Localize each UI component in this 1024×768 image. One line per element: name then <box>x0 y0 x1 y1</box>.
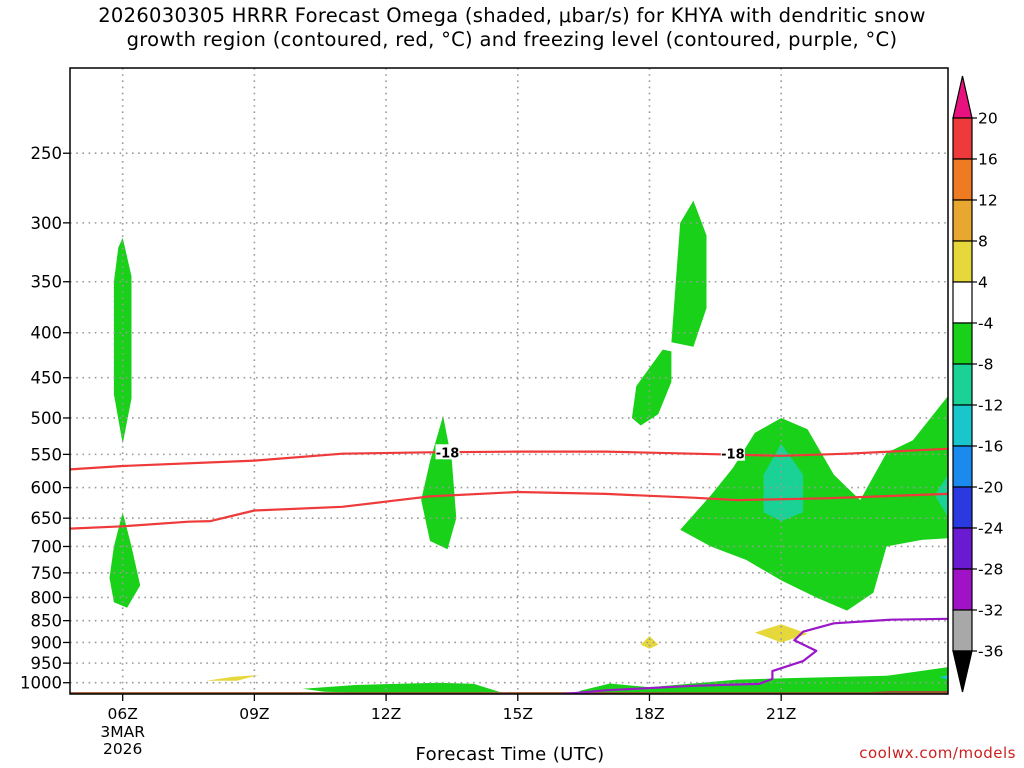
x-tick-label-06Z: 06Z <box>108 705 138 723</box>
x-axis-title: Forecast Time (UTC) <box>415 744 605 765</box>
colorbar-top-arrow <box>952 75 973 119</box>
shaded-region-13 <box>939 675 948 680</box>
colorbar-bin-12 <box>952 609 973 652</box>
shaded-region-5 <box>631 349 672 426</box>
x-tick-label-15Z: 15Z <box>503 705 533 723</box>
colorbar-label-9: -20 <box>978 479 1003 497</box>
colorbar-bin-3 <box>952 240 973 283</box>
colorbar-bin-10 <box>952 527 973 570</box>
colorbar-bin-7 <box>952 404 973 447</box>
y-tick-label-300: 300 <box>31 214 63 233</box>
shaded-region-8 <box>680 396 948 611</box>
contour-label-1: -18 <box>721 448 745 463</box>
contour-label-0: -18 <box>436 446 460 461</box>
y-tick-label-250: 250 <box>31 144 63 163</box>
contour-line-1 <box>70 490 948 530</box>
colorbar-label-6: -8 <box>978 356 993 374</box>
colorbar-label-5: -4 <box>978 315 993 333</box>
colorbar-bin-8 <box>952 445 973 488</box>
colorbar-label-4: 4 <box>978 274 988 292</box>
colorbar-label-11: -28 <box>978 561 1003 579</box>
shaded-region-2 <box>206 675 259 681</box>
x-tick-label-12Z: 12Z <box>371 705 401 723</box>
y-tick-label-800: 800 <box>31 588 63 607</box>
contour-line-2 <box>551 617 948 694</box>
colorbar-label-7: -12 <box>978 397 1003 415</box>
colorbar-label-12: -32 <box>978 602 1003 620</box>
shaded-region-9 <box>763 443 804 522</box>
y-tick-label-1000: 1000 <box>20 674 62 693</box>
y-tick-label-400: 400 <box>31 324 63 343</box>
colorbar-label-10: -24 <box>978 520 1003 538</box>
shaded-region-7 <box>640 636 659 649</box>
colorbar-label-8: -16 <box>978 438 1003 456</box>
y-tick-label-850: 850 <box>31 612 63 631</box>
colorbar: 20 16 12 8 4 -4 -8 -12 -16 -20 -24 -28 -32 -36 <box>952 75 1003 693</box>
title-line-1: 2026030305 HRRR Forecast Omega (shaded, … <box>98 4 926 27</box>
y-tick-label-350: 350 <box>31 273 63 292</box>
y-tick-label-900: 900 <box>31 633 63 652</box>
shaded-region-3 <box>421 415 457 550</box>
colorbar-bin-11 <box>952 568 973 611</box>
colorbar-bin-2 <box>952 199 973 242</box>
colorbar-bin-5 <box>952 322 973 365</box>
shaded-region-12 <box>579 667 948 694</box>
y-tick-label-550: 550 <box>31 445 63 464</box>
y-tick-label-750: 750 <box>31 564 63 583</box>
shaded-regions <box>109 200 948 694</box>
shaded-region-4 <box>302 682 501 694</box>
y-tick-label-600: 600 <box>31 479 63 498</box>
colorbar-bin-1 <box>952 158 973 201</box>
x-tick-label-21Z: 21Z <box>766 705 796 723</box>
y-tick-label-450: 450 <box>31 369 63 388</box>
y-tick-label-950: 950 <box>31 654 63 673</box>
plot-frame <box>69 67 949 695</box>
chart-title: 2026030305 HRRR Forecast Omega (shaded, … <box>0 4 1024 52</box>
credit-link[interactable]: coolwx.com/models <box>859 744 1016 762</box>
y-tick-label-700: 700 <box>31 537 63 556</box>
title-line-2: growth region (contoured, red, °C) and f… <box>126 28 898 51</box>
colorbar-bottom-arrow <box>952 650 973 693</box>
x-tick-label-09Z: 09Z <box>239 705 269 723</box>
colorbar-bin-9 <box>952 486 973 529</box>
shaded-region-10 <box>934 474 948 517</box>
contour-lines: -18 -18 <box>70 444 948 694</box>
x-tick-sublabel-0: 3MAR <box>100 723 145 741</box>
y-tick-label-650: 650 <box>31 509 63 528</box>
colorbar-label-1: 16 <box>978 151 998 169</box>
colorbar-bin-4 <box>952 281 973 324</box>
colorbar-label-2: 12 <box>978 192 998 210</box>
y-axis-ticks: 250 300 350 400 450 500 550 600 650 700 750 800 850 9… <box>20 144 70 693</box>
plot-border <box>69 67 949 695</box>
shaded-region-6 <box>671 200 707 347</box>
colorbar-bin-6 <box>952 363 973 406</box>
colorbar-label-13: -36 <box>978 643 1003 661</box>
y-tick-label-500: 500 <box>31 409 63 428</box>
contour-label-bg-0 <box>435 444 460 460</box>
colorbar-bin-0 <box>952 117 973 160</box>
shaded-region-1 <box>109 512 141 608</box>
grid-lines <box>70 68 948 694</box>
colorbar-label-3: 8 <box>978 233 988 251</box>
contour-line-0 <box>70 447 948 471</box>
x-tick-sublabel-1: 2026 <box>103 740 142 758</box>
contour-label-bg-1 <box>720 445 745 461</box>
x-tick-label-18Z: 18Z <box>634 705 664 723</box>
colorbar-label-0: 20 <box>978 110 998 128</box>
